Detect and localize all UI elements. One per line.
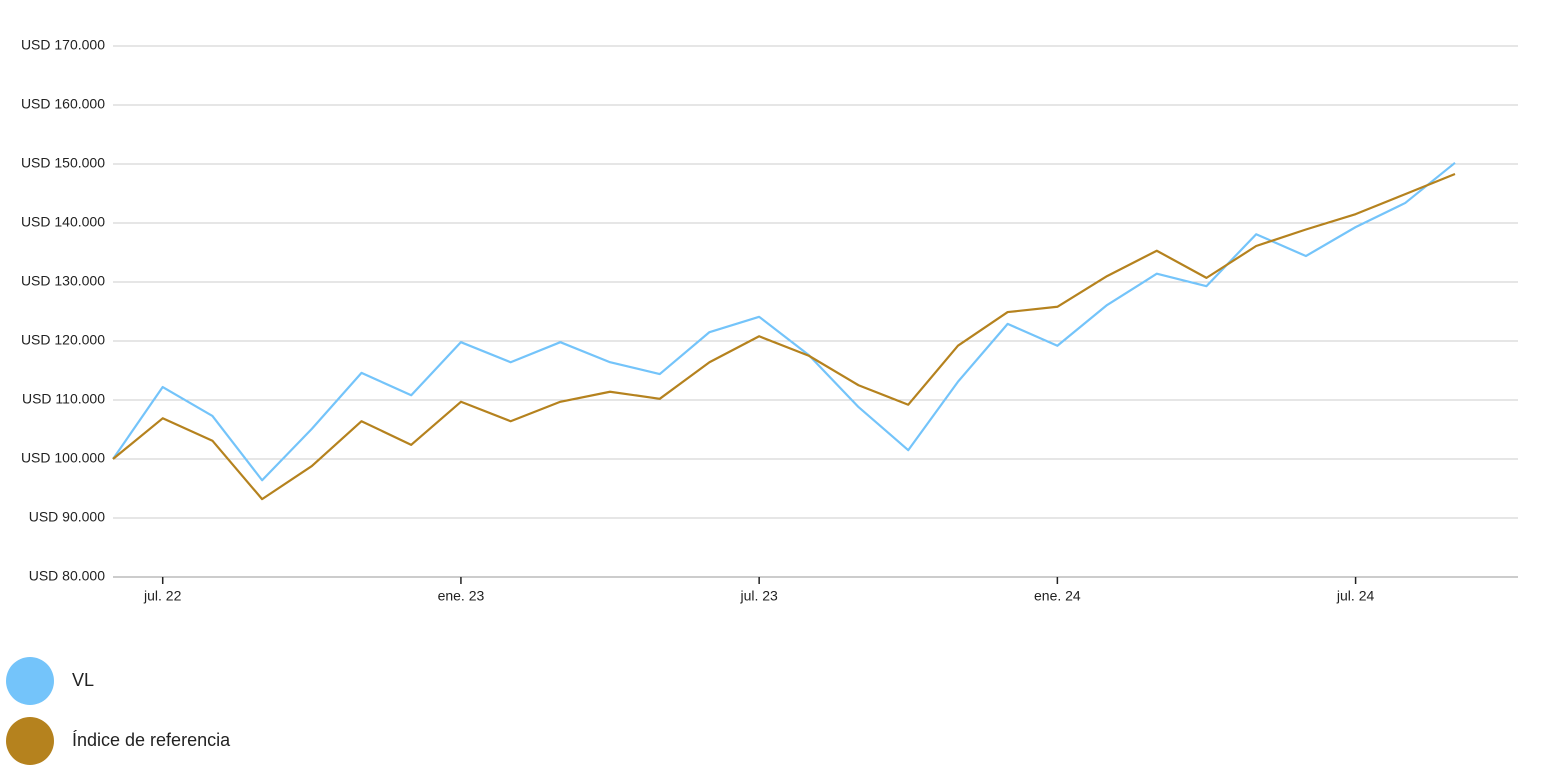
y-tick-label: USD 160.000 [21, 96, 105, 112]
y-tick-label: USD 90.000 [29, 509, 105, 525]
x-tick-label: jul. 23 [739, 588, 778, 604]
y-tick-label: USD 170.000 [21, 37, 105, 53]
legend-label: VL [72, 670, 94, 690]
legend-label: Índice de referencia [72, 730, 231, 750]
legend-swatch [6, 657, 54, 705]
y-tick-label: USD 80.000 [29, 568, 105, 584]
y-tick-label: USD 150.000 [21, 155, 105, 171]
series-line [112, 173, 1456, 501]
x-tick-label: ene. 23 [438, 588, 485, 604]
y-tick-label: USD 130.000 [21, 273, 105, 289]
y-tick-label: USD 100.000 [21, 450, 105, 466]
x-tick-label: jul. 24 [1336, 588, 1375, 604]
y-tick-label: USD 140.000 [21, 214, 105, 230]
series-line [112, 161, 1456, 482]
y-tick-label: USD 110.000 [22, 391, 105, 407]
legend-swatch [6, 717, 54, 765]
x-tick-label: ene. 24 [1034, 588, 1081, 604]
y-tick-label: USD 120.000 [21, 332, 105, 348]
x-tick-label: jul. 22 [143, 588, 182, 604]
legend: VL Índice de referencia [6, 657, 231, 765]
